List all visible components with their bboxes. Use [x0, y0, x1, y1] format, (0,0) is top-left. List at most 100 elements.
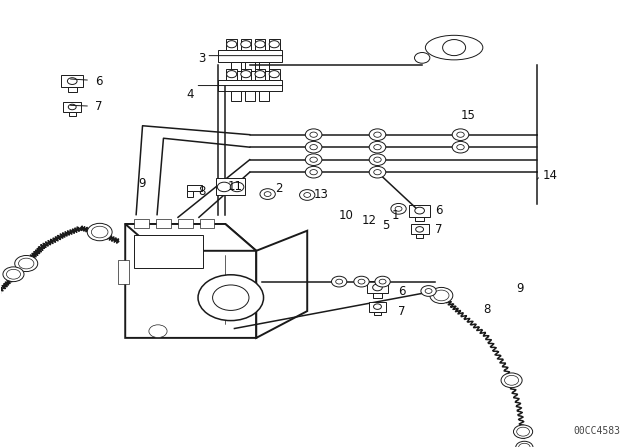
- Bar: [186, 191, 193, 197]
- Text: 6: 6: [398, 285, 405, 298]
- Bar: [255, 39, 266, 50]
- Circle shape: [332, 276, 347, 287]
- Bar: [255, 69, 266, 80]
- Circle shape: [372, 284, 382, 291]
- Ellipse shape: [426, 35, 483, 60]
- Circle shape: [369, 129, 386, 141]
- Bar: [218, 50, 282, 61]
- Bar: [68, 87, 77, 92]
- Circle shape: [369, 142, 386, 153]
- Circle shape: [310, 132, 317, 137]
- Circle shape: [336, 279, 342, 284]
- Circle shape: [255, 41, 265, 48]
- Bar: [269, 39, 280, 50]
- Bar: [227, 69, 237, 80]
- Circle shape: [518, 443, 530, 448]
- Text: 14: 14: [542, 169, 557, 182]
- Circle shape: [15, 255, 38, 271]
- Circle shape: [513, 425, 532, 439]
- Bar: [227, 39, 237, 50]
- Circle shape: [149, 325, 167, 337]
- Text: 9: 9: [516, 282, 524, 295]
- Circle shape: [305, 142, 322, 153]
- Bar: [218, 80, 282, 91]
- Circle shape: [452, 129, 468, 141]
- Text: 00CC4583: 00CC4583: [573, 426, 620, 436]
- Text: 6: 6: [435, 204, 442, 217]
- Text: 8: 8: [198, 185, 206, 198]
- Text: 11: 11: [227, 181, 243, 194]
- Text: 5: 5: [383, 219, 390, 232]
- Circle shape: [354, 276, 369, 287]
- Circle shape: [395, 207, 402, 211]
- Circle shape: [391, 203, 406, 214]
- Circle shape: [269, 71, 279, 78]
- Circle shape: [374, 157, 381, 162]
- Bar: [416, 234, 423, 238]
- Circle shape: [415, 52, 430, 63]
- Bar: [118, 260, 129, 284]
- Bar: [259, 91, 269, 101]
- Circle shape: [92, 226, 108, 238]
- Bar: [244, 61, 255, 71]
- Text: 4: 4: [186, 88, 193, 101]
- Circle shape: [67, 78, 77, 85]
- Circle shape: [375, 276, 390, 287]
- Polygon shape: [125, 224, 256, 251]
- Bar: [369, 302, 387, 311]
- Circle shape: [443, 39, 466, 56]
- Text: 10: 10: [339, 210, 354, 223]
- Circle shape: [230, 182, 244, 192]
- Circle shape: [264, 192, 271, 197]
- Bar: [241, 39, 251, 50]
- Text: 3: 3: [198, 52, 206, 65]
- Bar: [409, 205, 431, 217]
- Circle shape: [6, 269, 20, 279]
- Circle shape: [516, 427, 529, 436]
- Text: 13: 13: [314, 189, 328, 202]
- Text: 8: 8: [483, 303, 490, 316]
- Circle shape: [68, 104, 76, 110]
- Bar: [186, 185, 202, 191]
- Text: 7: 7: [95, 100, 102, 113]
- Text: 12: 12: [362, 214, 376, 227]
- Circle shape: [457, 132, 464, 137]
- Circle shape: [255, 71, 265, 78]
- Bar: [259, 61, 269, 71]
- Polygon shape: [125, 224, 256, 338]
- Circle shape: [310, 170, 317, 175]
- Circle shape: [379, 279, 386, 284]
- Circle shape: [374, 170, 381, 175]
- Circle shape: [430, 288, 453, 303]
- Circle shape: [310, 145, 317, 150]
- Circle shape: [305, 154, 322, 165]
- Bar: [230, 91, 241, 101]
- Circle shape: [425, 289, 432, 293]
- Bar: [200, 219, 214, 228]
- Circle shape: [369, 166, 386, 178]
- Bar: [415, 217, 424, 221]
- Circle shape: [212, 285, 249, 310]
- Circle shape: [416, 227, 424, 232]
- Bar: [63, 102, 81, 112]
- Circle shape: [218, 182, 231, 192]
- Circle shape: [269, 41, 279, 48]
- Circle shape: [457, 145, 464, 150]
- Bar: [156, 219, 171, 228]
- Circle shape: [369, 154, 386, 165]
- Circle shape: [434, 290, 449, 301]
- Circle shape: [87, 224, 112, 241]
- Text: 6: 6: [95, 74, 102, 88]
- Circle shape: [310, 157, 317, 162]
- Circle shape: [227, 41, 237, 48]
- Circle shape: [3, 267, 24, 282]
- Bar: [244, 91, 255, 101]
- Circle shape: [374, 145, 381, 150]
- Circle shape: [300, 190, 315, 200]
- Bar: [241, 69, 251, 80]
- Circle shape: [241, 41, 251, 48]
- Circle shape: [305, 166, 322, 178]
- Text: 7: 7: [398, 305, 405, 318]
- Circle shape: [374, 304, 381, 310]
- Bar: [68, 112, 76, 116]
